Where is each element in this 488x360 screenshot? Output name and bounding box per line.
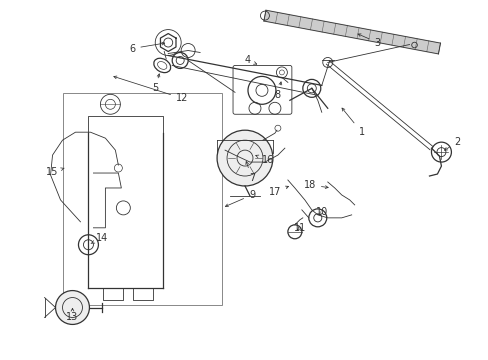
- Text: 3: 3: [357, 34, 380, 48]
- Text: 2: 2: [444, 137, 460, 150]
- Bar: [62, 93, 222, 305]
- Text: 12: 12: [114, 76, 188, 103]
- Text: 4: 4: [244, 55, 256, 66]
- Text: 9: 9: [225, 190, 255, 207]
- Text: 10: 10: [315, 207, 327, 217]
- Circle shape: [56, 291, 89, 324]
- Text: 5: 5: [152, 74, 160, 93]
- Text: 17: 17: [268, 186, 288, 197]
- Text: 13: 13: [66, 309, 79, 323]
- Text: 16: 16: [255, 155, 273, 165]
- Text: 6: 6: [129, 42, 164, 54]
- Text: 14: 14: [91, 233, 108, 243]
- Text: 18: 18: [303, 180, 327, 190]
- Text: 7: 7: [245, 162, 255, 183]
- Polygon shape: [264, 10, 440, 54]
- Circle shape: [217, 130, 272, 186]
- Text: 8: 8: [274, 82, 281, 100]
- Text: 1: 1: [341, 108, 364, 137]
- Text: 11: 11: [293, 223, 305, 233]
- Text: 15: 15: [46, 167, 64, 177]
